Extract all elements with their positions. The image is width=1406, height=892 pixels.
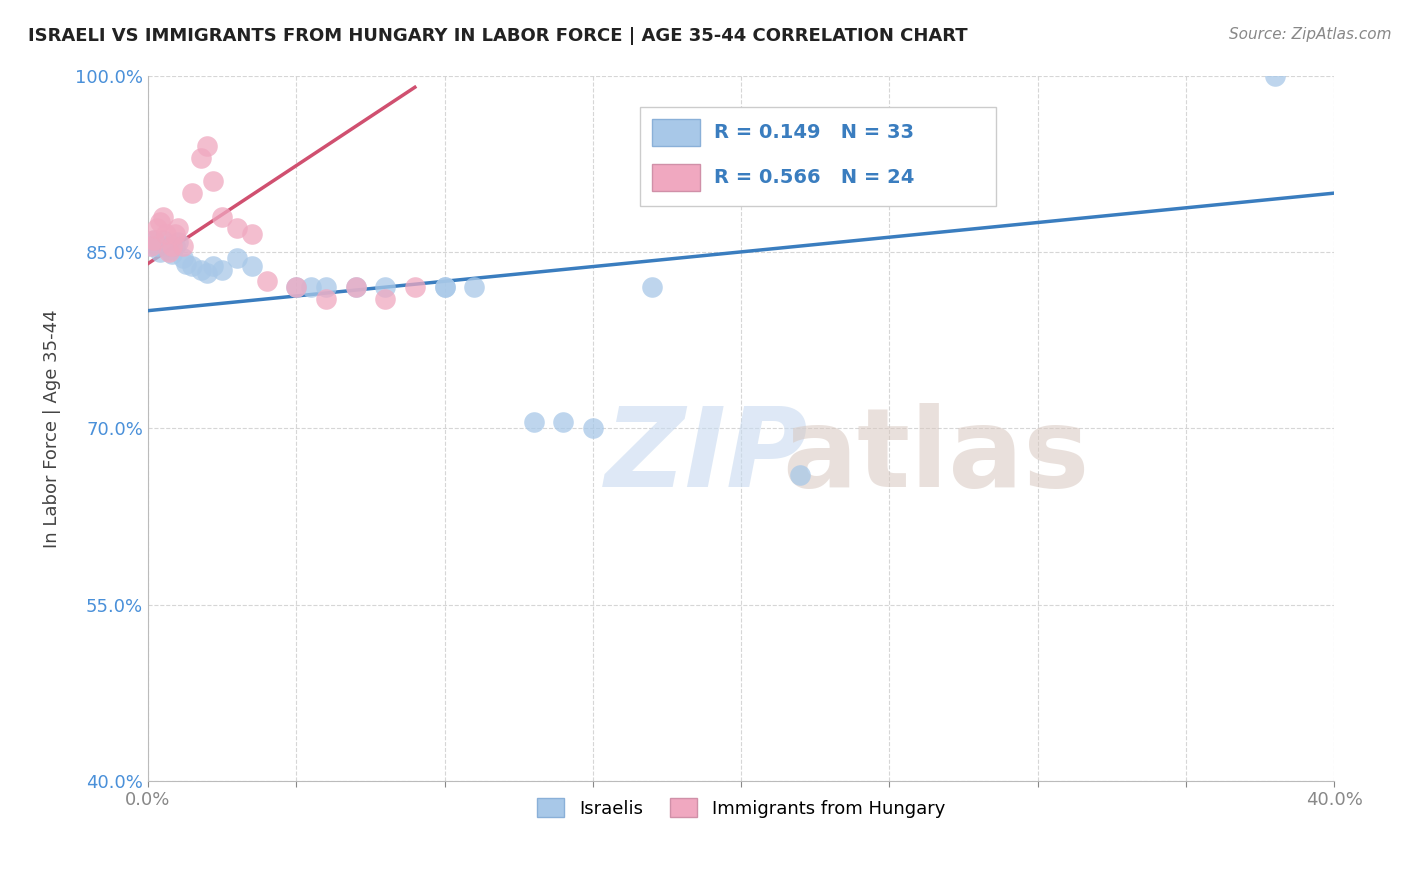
Point [181, 259, 204, 273]
Point [299, 280, 322, 294]
Point [181, 186, 204, 200]
Point [433, 280, 456, 294]
Point [315, 292, 337, 306]
Point [172, 239, 194, 253]
Point [344, 280, 367, 294]
Text: R = 0.149   N = 33: R = 0.149 N = 33 [714, 123, 914, 142]
Point [149, 244, 172, 259]
Point [152, 210, 174, 224]
Point [146, 221, 169, 235]
Point [202, 259, 225, 273]
Point [404, 280, 426, 294]
Point [553, 416, 575, 430]
Point [374, 292, 396, 306]
Point [146, 239, 169, 253]
Point [157, 244, 180, 259]
Point [285, 280, 308, 294]
Point [789, 468, 811, 483]
Point [195, 266, 218, 280]
FancyBboxPatch shape [640, 107, 997, 206]
Point [240, 227, 263, 242]
Point [139, 239, 162, 253]
Point [433, 280, 456, 294]
Point [157, 243, 180, 257]
Point [155, 239, 177, 253]
Point [225, 221, 247, 235]
Text: Source: ZipAtlas.com: Source: ZipAtlas.com [1229, 27, 1392, 42]
Point [152, 233, 174, 247]
Point [163, 239, 186, 253]
Point [160, 239, 183, 253]
Point [374, 280, 396, 294]
Bar [652, 164, 700, 191]
Point [240, 259, 263, 273]
Point [211, 262, 233, 277]
Bar [652, 120, 700, 146]
Text: ISRAELI VS IMMIGRANTS FROM HUNGARY IN LABOR FORCE | AGE 35-44 CORRELATION CHART: ISRAELI VS IMMIGRANTS FROM HUNGARY IN LA… [28, 27, 967, 45]
Point [315, 280, 337, 294]
Point [142, 233, 165, 247]
Point [172, 251, 194, 265]
Point [190, 262, 212, 277]
Point [166, 221, 188, 235]
Text: atlas: atlas [783, 403, 1090, 510]
Point [176, 257, 198, 271]
Point [1264, 69, 1286, 83]
Point [256, 274, 278, 288]
Point [285, 280, 308, 294]
Point [211, 210, 233, 224]
Point [190, 151, 212, 165]
Legend: Israelis, Immigrants from Hungary: Israelis, Immigrants from Hungary [530, 791, 952, 825]
Point [463, 280, 485, 294]
Point [163, 227, 186, 242]
Text: ZIP: ZIP [605, 403, 808, 510]
Y-axis label: In Labor Force | Age 35-44: In Labor Force | Age 35-44 [44, 309, 60, 548]
Point [195, 139, 218, 153]
Point [149, 215, 172, 229]
Point [582, 421, 605, 435]
Point [641, 280, 664, 294]
Point [522, 416, 544, 430]
Point [166, 235, 188, 250]
Point [202, 174, 225, 188]
Point [160, 247, 183, 261]
Point [139, 239, 162, 253]
Point [142, 233, 165, 247]
Point [155, 227, 177, 242]
Text: R = 0.566   N = 24: R = 0.566 N = 24 [714, 168, 914, 186]
Point [225, 251, 247, 265]
Point [344, 280, 367, 294]
